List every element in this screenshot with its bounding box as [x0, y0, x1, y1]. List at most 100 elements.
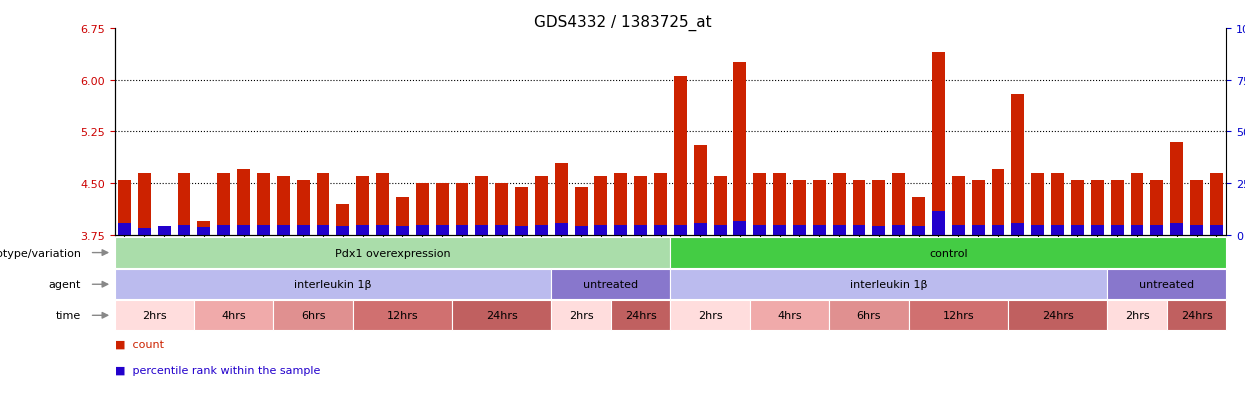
Bar	[933, 211, 945, 235]
Bar	[256, 225, 270, 235]
Bar	[753, 225, 766, 235]
Bar	[893, 225, 905, 235]
Bar	[376, 225, 388, 235]
Bar	[316, 225, 330, 235]
Bar	[356, 225, 370, 235]
Bar	[1190, 225, 1203, 235]
Bar	[952, 225, 965, 235]
Bar	[733, 222, 746, 235]
Bar	[496, 225, 508, 235]
Bar	[416, 184, 428, 235]
Text: 2hrs: 2hrs	[1124, 311, 1149, 320]
Bar	[713, 225, 727, 235]
Bar	[1190, 180, 1203, 235]
Text: 6hrs: 6hrs	[857, 311, 881, 320]
Bar	[654, 225, 667, 235]
Bar	[237, 170, 250, 235]
Bar	[595, 225, 608, 235]
Bar	[971, 180, 985, 235]
Bar	[276, 177, 290, 235]
Bar	[178, 225, 190, 235]
Bar	[515, 187, 528, 235]
Bar	[991, 170, 1005, 235]
Bar	[634, 177, 647, 235]
Bar	[535, 225, 548, 235]
Bar	[1031, 173, 1045, 235]
Text: interleukin 1β: interleukin 1β	[294, 280, 372, 290]
Bar	[515, 226, 528, 235]
Bar	[1170, 223, 1183, 235]
Bar	[118, 180, 131, 235]
Bar	[276, 225, 290, 235]
Text: Pdx1 overexpression: Pdx1 overexpression	[335, 248, 451, 258]
Bar	[476, 225, 488, 235]
Bar	[1150, 180, 1163, 235]
Bar	[138, 173, 151, 235]
Bar	[773, 225, 786, 235]
Bar	[158, 228, 171, 235]
Text: 12hrs: 12hrs	[387, 311, 418, 320]
Bar	[1210, 225, 1223, 235]
Bar	[1130, 173, 1143, 235]
Bar	[1091, 225, 1104, 235]
Bar	[853, 225, 865, 235]
Bar	[733, 63, 746, 235]
Text: GDS4332 / 1383725_at: GDS4332 / 1383725_at	[534, 14, 711, 31]
Bar	[1011, 94, 1025, 235]
Bar	[1071, 180, 1084, 235]
Text: 12hrs: 12hrs	[942, 311, 974, 320]
Text: 24hrs: 24hrs	[1180, 311, 1213, 320]
Text: 24hrs: 24hrs	[486, 311, 518, 320]
Bar	[1150, 225, 1163, 235]
Text: time: time	[56, 311, 81, 320]
Text: 4hrs: 4hrs	[222, 311, 247, 320]
Bar	[753, 173, 766, 235]
Text: interleukin 1β: interleukin 1β	[850, 280, 928, 290]
Bar	[138, 228, 151, 235]
Bar	[813, 180, 825, 235]
Bar	[1011, 223, 1025, 235]
Bar	[674, 77, 687, 235]
Bar	[198, 222, 210, 235]
Bar	[693, 146, 707, 235]
Bar	[198, 227, 210, 235]
Text: 24hrs: 24hrs	[625, 311, 656, 320]
Bar	[913, 226, 925, 235]
Bar	[218, 225, 230, 235]
Bar	[1111, 225, 1123, 235]
Bar	[376, 173, 388, 235]
Bar	[952, 177, 965, 235]
Bar	[614, 173, 627, 235]
Bar	[1051, 225, 1064, 235]
Bar	[971, 225, 985, 235]
Bar	[237, 225, 250, 235]
Bar	[158, 226, 171, 235]
Bar	[1051, 173, 1064, 235]
Bar	[813, 225, 825, 235]
Bar	[1111, 180, 1123, 235]
Bar	[396, 226, 408, 235]
Bar	[595, 177, 608, 235]
Bar	[634, 225, 647, 235]
Text: 2hrs: 2hrs	[569, 311, 594, 320]
Bar	[1091, 180, 1104, 235]
Bar	[773, 173, 786, 235]
Bar	[1031, 225, 1045, 235]
Bar	[1170, 142, 1183, 235]
Bar	[713, 177, 727, 235]
Bar	[535, 177, 548, 235]
Bar	[416, 225, 428, 235]
Bar	[1210, 173, 1223, 235]
Bar	[555, 224, 568, 235]
Text: untreated: untreated	[584, 280, 639, 290]
Bar	[873, 180, 885, 235]
Bar	[396, 197, 408, 235]
Bar	[614, 225, 627, 235]
Bar	[296, 225, 310, 235]
Bar	[1071, 225, 1084, 235]
Bar	[833, 173, 845, 235]
Bar	[436, 184, 448, 235]
Text: 2hrs: 2hrs	[698, 311, 722, 320]
Bar	[873, 226, 885, 235]
Text: ■  percentile rank within the sample: ■ percentile rank within the sample	[115, 366, 320, 375]
